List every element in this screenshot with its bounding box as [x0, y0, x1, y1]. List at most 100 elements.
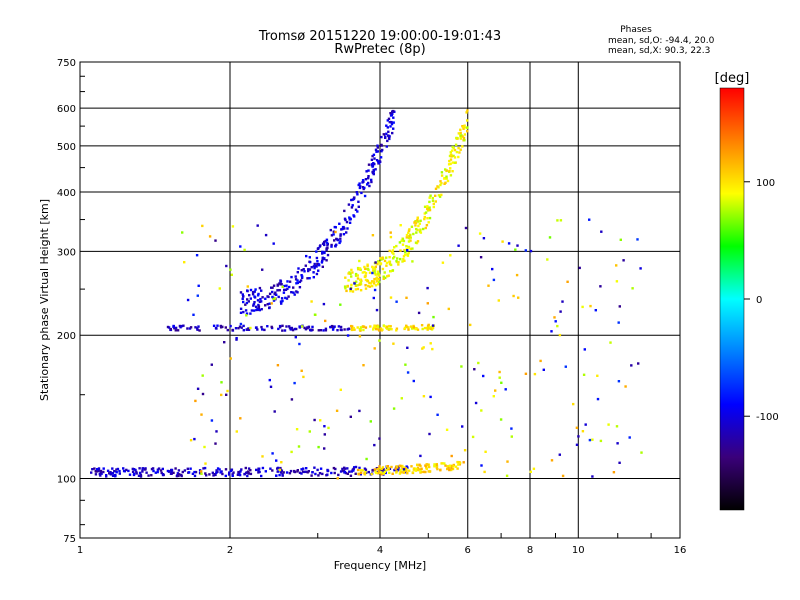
- echo-point: [321, 472, 324, 476]
- echo-point: [386, 465, 390, 468]
- echo-point: [280, 461, 283, 464]
- echo-point: [385, 261, 389, 265]
- echo-point: [356, 274, 359, 277]
- echo-point: [323, 257, 326, 261]
- echo-point: [246, 474, 249, 478]
- phase-stats-o: mean, sd,O: -94.4, 20.0: [608, 36, 715, 46]
- echo-point: [157, 467, 161, 470]
- echo-point: [105, 475, 108, 478]
- echo-point: [346, 227, 349, 230]
- echo-point: [494, 389, 497, 392]
- echo-point: [176, 472, 180, 475]
- echo-point: [177, 469, 181, 472]
- echo-point: [561, 474, 565, 478]
- echo-point: [339, 325, 343, 329]
- echo-point: [193, 474, 197, 478]
- echo-point: [370, 158, 374, 161]
- echo-point: [347, 327, 350, 331]
- echo-point: [350, 268, 353, 272]
- echo-point: [95, 470, 98, 473]
- echo-point: [366, 264, 369, 268]
- echo-point: [141, 467, 145, 470]
- echo-point: [358, 409, 361, 413]
- echo-point: [254, 326, 258, 329]
- echo-point: [450, 464, 453, 468]
- echo-point: [212, 324, 216, 327]
- echo-point: [385, 256, 388, 259]
- echo-point: [575, 426, 579, 429]
- echo-point: [166, 325, 170, 329]
- echo-point: [389, 125, 392, 128]
- echo-point: [131, 470, 135, 473]
- echo-point: [345, 231, 348, 234]
- echo-point: [395, 327, 399, 330]
- echo-point: [312, 271, 315, 274]
- echo-point: [426, 324, 430, 328]
- echo-point: [138, 471, 142, 475]
- echo-point: [379, 257, 382, 260]
- echo-point: [343, 466, 346, 469]
- echo-point: [364, 468, 368, 471]
- echo-point: [223, 341, 226, 344]
- echo-point: [440, 171, 444, 174]
- echo-point: [376, 144, 379, 147]
- echo-point: [285, 471, 289, 474]
- echo-point: [377, 272, 380, 276]
- echo-point: [424, 226, 427, 230]
- echo-point: [428, 196, 431, 199]
- echo-point: [407, 229, 411, 232]
- echo-point: [231, 328, 234, 332]
- echo-point: [425, 224, 429, 227]
- echo-point: [413, 221, 416, 224]
- echo-point: [412, 379, 415, 383]
- echo-point: [358, 278, 362, 281]
- echo-point: [354, 472, 357, 475]
- echo-point: [480, 464, 483, 467]
- echo-point: [418, 468, 422, 471]
- echo-point: [354, 272, 358, 276]
- echo-point: [392, 127, 395, 130]
- echo-point: [318, 264, 321, 267]
- echo-point: [175, 474, 179, 478]
- echo-point: [417, 224, 420, 228]
- echo-point: [529, 470, 532, 473]
- echo-point: [263, 328, 266, 332]
- echo-point: [150, 467, 154, 471]
- echo-point: [300, 472, 303, 475]
- echo-point: [273, 292, 276, 296]
- echo-point: [425, 326, 429, 330]
- echo-point: [356, 210, 359, 213]
- echo-point: [283, 288, 286, 292]
- echo-point: [239, 322, 243, 326]
- echo-point: [370, 180, 373, 184]
- echo-point: [350, 324, 353, 328]
- echo-point: [429, 342, 432, 345]
- echo-point: [288, 280, 292, 283]
- echo-point: [431, 196, 434, 200]
- echo-point: [427, 221, 430, 224]
- echo-point: [260, 474, 263, 478]
- echo-point: [242, 329, 245, 332]
- echo-point: [325, 241, 329, 244]
- echo-point: [437, 194, 441, 197]
- grid: [80, 62, 680, 538]
- echo-point: [372, 269, 375, 272]
- echo-point: [150, 474, 153, 477]
- echo-point: [313, 313, 317, 316]
- echo-point: [374, 284, 378, 287]
- echo-point: [363, 265, 366, 269]
- echo-point: [351, 290, 355, 293]
- echo-point: [336, 477, 339, 480]
- echo-point: [374, 148, 378, 151]
- echo-point: [617, 380, 621, 383]
- echo-point: [296, 271, 299, 274]
- echo-point: [600, 230, 603, 233]
- echo-point: [236, 473, 240, 476]
- echo-point: [332, 233, 335, 236]
- echo-point: [418, 463, 421, 466]
- echo-point: [375, 471, 378, 475]
- echo-point: [279, 326, 282, 329]
- echo-point: [375, 150, 378, 153]
- echo-point: [215, 471, 218, 474]
- echo-point: [510, 435, 513, 438]
